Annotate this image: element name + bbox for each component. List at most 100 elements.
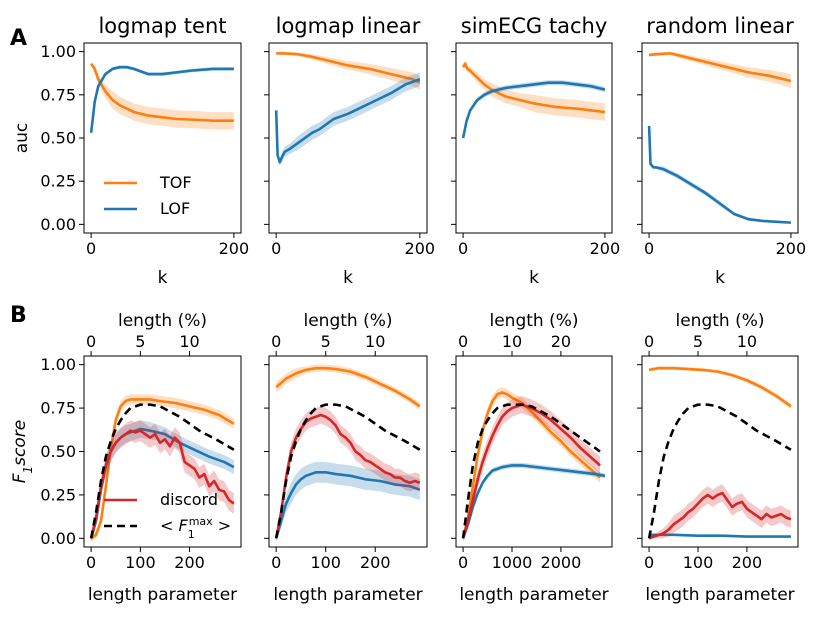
- axes-frame: [83, 355, 242, 548]
- top-x-tick-label: 0: [644, 332, 654, 351]
- x-tick-label: 0: [86, 239, 96, 258]
- x-tick-label: 0: [644, 239, 654, 258]
- top-x-tick-label: 10: [179, 332, 199, 351]
- plot-area: [274, 51, 421, 166]
- subplot-title: random linear: [646, 14, 794, 38]
- plot-area: [89, 62, 234, 135]
- lof-band: [463, 462, 605, 541]
- top-axis-label: length (%): [303, 311, 392, 331]
- axes-frame: [641, 42, 799, 234]
- plot-area: [647, 51, 792, 224]
- y-tick-label: 0.75: [40, 399, 76, 418]
- x-tick-label: 200: [174, 553, 205, 572]
- tof-line: [276, 52, 421, 84]
- top-x-tick-label: 0: [458, 332, 468, 351]
- x-axis-label: length parameter: [645, 585, 794, 605]
- top-axis-label: length (%): [118, 311, 207, 331]
- lof-line: [647, 125, 791, 224]
- legend-label: LOF: [160, 199, 190, 218]
- x-tick-label: 200: [405, 239, 436, 258]
- discord-line: [648, 491, 792, 540]
- plot-area: [461, 387, 606, 542]
- y-tick-label: 0.75: [40, 85, 76, 104]
- tof-band: [463, 60, 605, 121]
- x-tick-label: 100: [683, 553, 714, 572]
- subplot-a-2: logmap linear 0 200 k: [264, 14, 435, 288]
- top-x-tick-label: 0: [271, 332, 281, 351]
- discord-line: [89, 429, 235, 539]
- plot-area: [647, 366, 792, 541]
- axes-frame: [268, 355, 428, 548]
- x-tick-label: 200: [776, 239, 807, 258]
- x-tick-label: 100: [310, 553, 341, 572]
- subplot-a-1: logmap tent 0 200 k 0.00 0.25 0.50 0.75 1.00 auc T…: [12, 14, 249, 288]
- top-x-tick-label: 10: [502, 332, 522, 351]
- x-tick-label: 200: [590, 239, 621, 258]
- top-x-tick-label: 10: [737, 332, 757, 351]
- top-x-tick-label: 5: [135, 332, 145, 351]
- y-tick-label: 0.25: [40, 172, 76, 191]
- x-tick-label: 0: [458, 553, 468, 572]
- f1max-line: [274, 403, 421, 539]
- x-tick-label: 100: [125, 553, 156, 572]
- lof-band: [276, 72, 420, 166]
- x-axis-label: k: [158, 268, 168, 288]
- top-axis-label: length (%): [675, 311, 764, 331]
- axes-frame: [455, 355, 613, 548]
- legend: TOF LOF: [104, 173, 192, 218]
- discord-line: [461, 403, 601, 539]
- tof-band: [91, 62, 234, 130]
- x-tick-label: 1000: [492, 553, 533, 572]
- x-tick-label: 0: [644, 553, 654, 572]
- y-tick-label: 0.50: [40, 129, 76, 148]
- x-axis-label: length parameter: [88, 585, 237, 605]
- axes-frame: [641, 355, 799, 548]
- plot-area: [461, 60, 606, 140]
- tof-line: [90, 62, 234, 123]
- top-x-tick-label: 20: [551, 332, 571, 351]
- top-x-tick-label: 5: [321, 332, 331, 351]
- lof-line: [274, 78, 421, 164]
- x-tick-label: 0: [458, 239, 468, 258]
- legend-label: < F1max >: [160, 515, 231, 541]
- tof-line: [648, 52, 792, 83]
- plot-area: [274, 364, 421, 542]
- x-tick-label: 200: [360, 553, 391, 572]
- legend-label: TOF: [159, 173, 192, 192]
- subplot-a-3: simECG tachy 0 200 k: [451, 14, 620, 288]
- x-axis-label: k: [715, 268, 725, 288]
- lof-line: [89, 65, 234, 133]
- lof-line: [274, 471, 421, 539]
- subplot-a-4: random linear 0 200 k: [637, 14, 806, 288]
- x-axis-label: k: [529, 268, 539, 288]
- panel-letter-b: B: [10, 303, 27, 328]
- x-axis-label: length parameter: [459, 585, 608, 605]
- x-tick-label: 0: [271, 239, 281, 258]
- x-axis-label: k: [343, 268, 353, 288]
- top-x-tick-label: 0: [86, 332, 96, 351]
- y-axis-label: auc: [12, 123, 32, 154]
- tof-line: [461, 391, 601, 539]
- y-tick-label: 0.00: [40, 215, 76, 234]
- y-tick-label: 0.25: [40, 485, 76, 504]
- lof-line: [461, 81, 606, 139]
- tof-line: [90, 398, 235, 540]
- subplot-title: simECG tachy: [461, 14, 608, 38]
- x-tick-label: 200: [219, 239, 250, 258]
- tof-band: [276, 364, 420, 410]
- x-tick-label: 0: [271, 553, 281, 572]
- x-tick-label: 200: [732, 553, 763, 572]
- legend-label: discord: [160, 490, 218, 509]
- y-axis-label: F1score: [10, 420, 35, 483]
- tof-line: [648, 366, 792, 408]
- discord-band: [91, 420, 234, 542]
- legend: discord < F1max >: [104, 490, 231, 541]
- y-tick-label: 1.00: [40, 355, 76, 374]
- axes-frame: [268, 42, 428, 234]
